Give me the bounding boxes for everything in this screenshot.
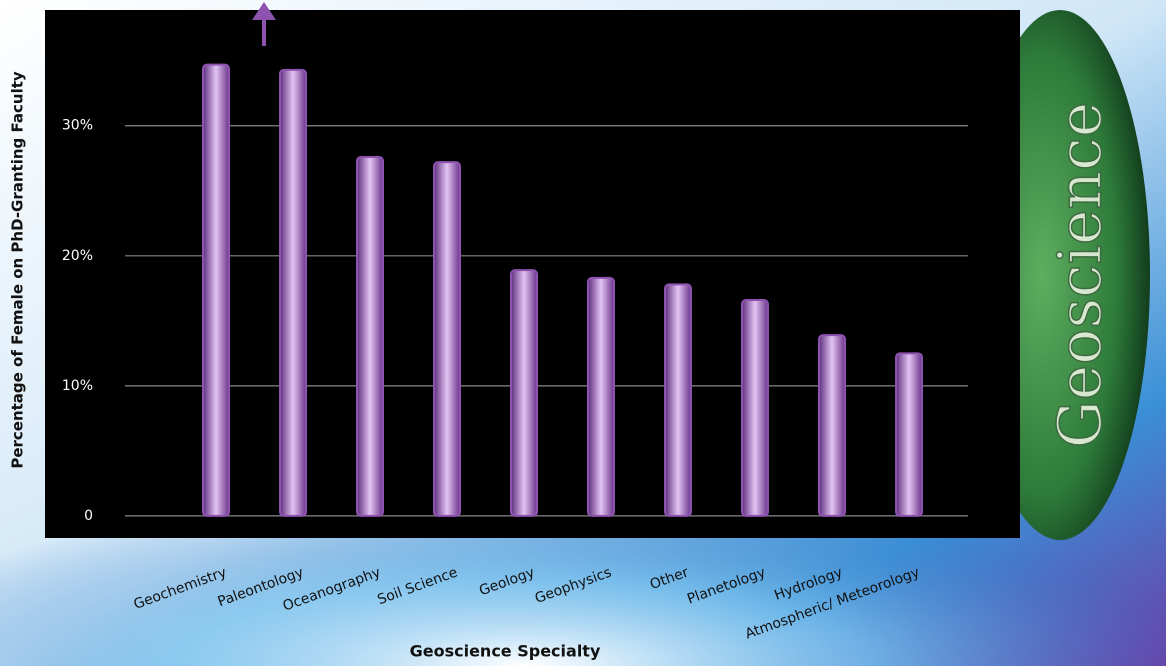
bar — [818, 334, 846, 517]
arrow-icon — [252, 2, 276, 46]
y-tick-label: 30% — [62, 118, 93, 134]
bar — [279, 68, 307, 517]
y-tick-label: 20% — [62, 248, 93, 264]
bar — [510, 269, 538, 517]
y-axis-title: Percentage of Female on PhD-Granting Fac… — [9, 71, 27, 469]
bar — [356, 155, 384, 517]
y-tick-label: 10% — [62, 378, 93, 394]
x-axis-title: Geoscience Specialty — [410, 642, 601, 661]
bar — [741, 299, 769, 517]
bar — [664, 283, 692, 517]
side-label: Geoscience — [1046, 102, 1116, 448]
bar — [202, 63, 230, 517]
bar — [895, 352, 923, 517]
bar — [587, 276, 615, 517]
bar — [433, 161, 461, 517]
y-tick-label: 0 — [84, 508, 93, 524]
